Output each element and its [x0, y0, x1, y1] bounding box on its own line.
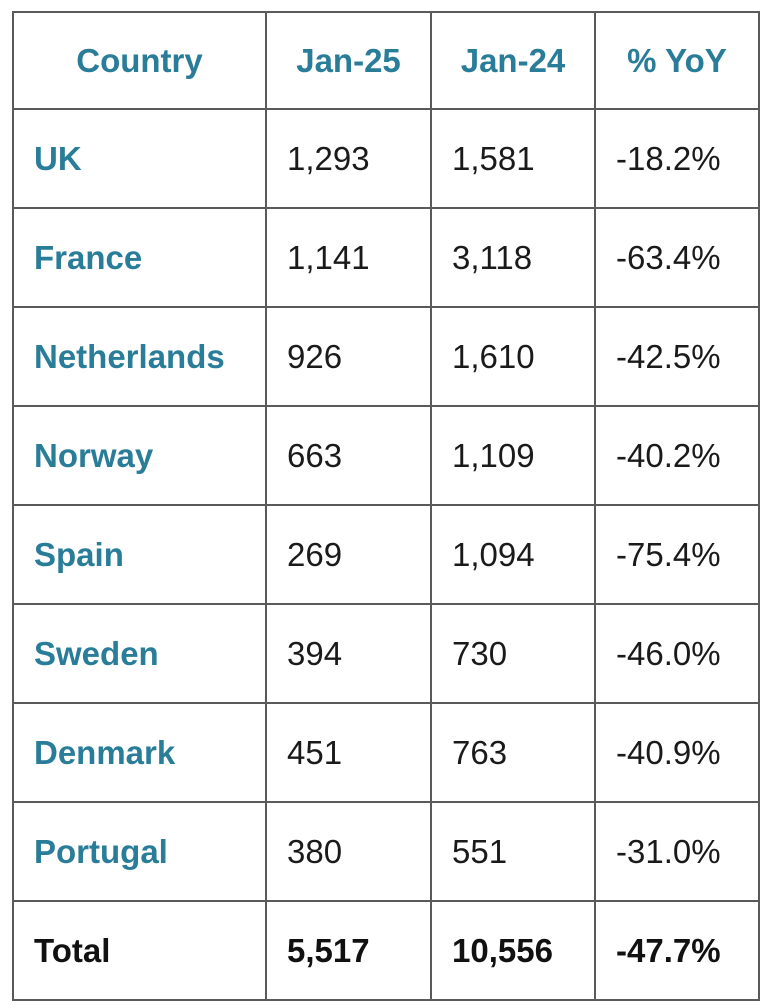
- value-cell: -42.5%: [594, 306, 760, 407]
- value-cell: 926: [265, 306, 432, 407]
- country-cell: Sweden: [12, 603, 267, 704]
- data-table: Country Jan-25 Jan-24% YoY UK 1,293 1,581 -18…: [12, 11, 760, 1001]
- value-cell: -40.2%: [594, 405, 760, 506]
- value-cell: -40.9%: [594, 702, 760, 803]
- value-cell: 1,141: [265, 207, 432, 308]
- value-cell: 1,581: [430, 108, 596, 209]
- table-row: Denmark 451 763 -40.9%: [12, 702, 760, 803]
- value-cell: 663: [265, 405, 432, 506]
- value-cell: 1,109: [430, 405, 596, 506]
- value-cell: 1,610: [430, 306, 596, 407]
- value-cell: 451: [265, 702, 432, 803]
- value-cell: 380: [265, 801, 432, 902]
- value-cell: -75.4%: [594, 504, 760, 605]
- header-row: Country Jan-25 Jan-24% YoY: [12, 11, 760, 110]
- value-cell: -63.4%: [594, 207, 760, 308]
- value-cell: 763: [430, 702, 596, 803]
- total-value: -47.7%: [594, 900, 760, 1001]
- value-cell: 730: [430, 603, 596, 704]
- value-cell: -18.2%: [594, 108, 760, 209]
- table-row: Sweden 394 730 -46.0%: [12, 603, 760, 704]
- table-row: UK 1,293 1,581 -18.2%: [12, 108, 760, 209]
- table-row: France 1,141 3,118 -63.4%: [12, 207, 760, 308]
- country-cell: Portugal: [12, 801, 267, 902]
- total-row: Total 5,517 10,556 -47.7%: [12, 900, 760, 1001]
- value-cell: 551: [430, 801, 596, 902]
- header-cell: % YoY: [594, 11, 760, 110]
- value-cell: -46.0%: [594, 603, 760, 704]
- value-cell: 3,118: [430, 207, 596, 308]
- country-cell: Denmark: [12, 702, 267, 803]
- table-row: Spain 269 1,094 -75.4%: [12, 504, 760, 605]
- header-cell: Jan-25: [265, 11, 432, 110]
- table-row: Norway 663 1,109 -40.2%: [12, 405, 760, 506]
- header-cell: Jan-24: [430, 11, 596, 110]
- country-cell: Norway: [12, 405, 267, 506]
- table-container: Country Jan-25 Jan-24% YoY UK 1,293 1,581 -18…: [12, 11, 760, 1001]
- country-cell: Spain: [12, 504, 267, 605]
- table-row: Netherlands 926 1,610 -42.5%: [12, 306, 760, 407]
- country-cell: France: [12, 207, 267, 308]
- value-cell: 1,094: [430, 504, 596, 605]
- header-cell: Country: [12, 11, 267, 110]
- table-row: Portugal 380 551 -31.0%: [12, 801, 760, 902]
- country-cell: Netherlands: [12, 306, 267, 407]
- total-value: 5,517: [265, 900, 432, 1001]
- total-label: Total: [12, 900, 267, 1001]
- country-cell: UK: [12, 108, 267, 209]
- value-cell: 394: [265, 603, 432, 704]
- total-value: 10,556: [430, 900, 596, 1001]
- value-cell: -31.0%: [594, 801, 760, 902]
- value-cell: 1,293: [265, 108, 432, 209]
- value-cell: 269: [265, 504, 432, 605]
